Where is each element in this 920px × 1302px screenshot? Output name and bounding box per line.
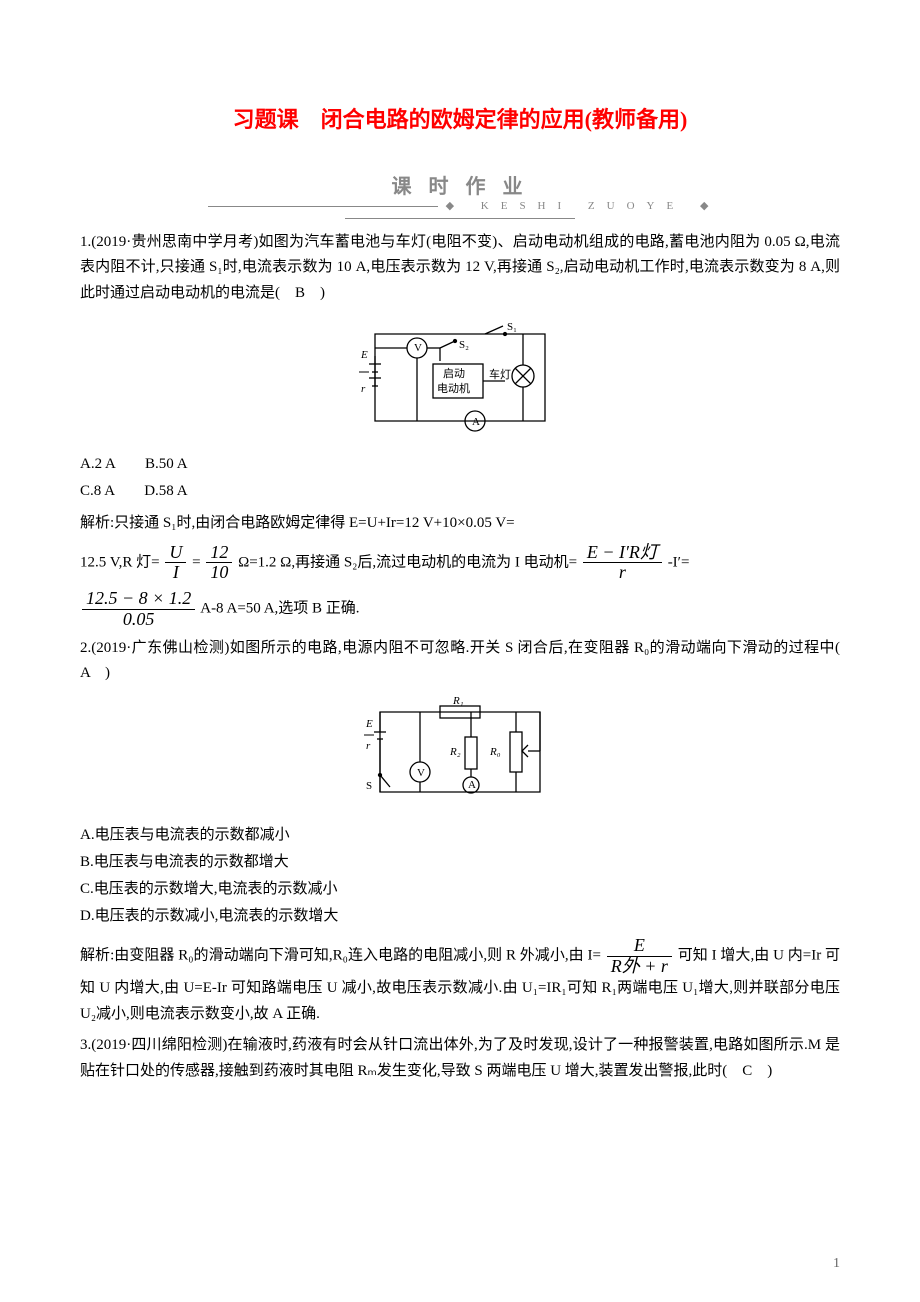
q2-analysis: 解析:由变阻器 R₀的滑动端向下滑可知,R₀连入电路的电阻减小,则 R 外减小,… [80, 936, 840, 1028]
q2-source: (2019·广东佛山检测) [91, 640, 229, 656]
q2-opt-d: 电压表的示数减小,电流表的示数增大 [95, 908, 339, 924]
q1-frac1: UI [165, 543, 186, 584]
q1-opt-c: 8 A [94, 483, 114, 499]
q1-frac4: 12.5 − 8 × 1.20.05 [82, 589, 195, 630]
q1-analysis-line2: 12.5 − 8 × 1.20.05 A-8 A=50 A,选项 B 正确. [80, 589, 840, 630]
q1-fig-s2: S₂ [459, 339, 469, 351]
section-main: 课 时 作 业 [80, 170, 840, 199]
q1-analysis-line: 12.5 V,R 灯= UI = 1210 Ω=1.2 Ω,再接通 S₂后,流过… [80, 543, 840, 584]
q1-fig-r: r [361, 383, 366, 395]
q2-options: A.电压表与电流表的示数都减小 B.电压表与电流表的示数都增大 C.电压表的示数… [80, 822, 840, 930]
q3-stem: 3.(2019·四川绵阳检测)在输液时,药液有时会从针口流出体外,为了及时发现,… [80, 1033, 840, 1084]
q1-fig-s1: S₁ [507, 321, 517, 333]
q2-fig-a: A [468, 779, 476, 791]
q1-analysis-val: 12.5 V,R 灯= [80, 554, 160, 570]
q2-opt-a: 电压表与电流表的示数都减小 [95, 827, 290, 843]
q1-source: (2019·贵州思南中学月考) [91, 234, 258, 250]
q2-fig-s: S [366, 780, 372, 792]
section-label: 课 时 作 业 ◆ KESHI ZUOYE ◆ [80, 170, 840, 224]
q3-source: (2019·四川绵阳检测) [91, 1037, 227, 1053]
q1-analysis-tail: A-8 A=50 A,选项 B 正确. [200, 601, 359, 617]
section-sub-text: KESHI ZUOYE [481, 200, 685, 212]
q1-analysis-mid: Ω=1.2 Ω,再接通 S₂后,流过电动机的电流为 I 电动机= [238, 554, 577, 570]
q1-frac3: E − I′R灯r [583, 543, 662, 584]
page-title: 习题课 闭合电路的欧姆定律的应用(教师备用) [80, 100, 840, 140]
q2-analysis-pre: 解析:由变阻器 R₀的滑动端向下滑可知,R₀连入电路的电阻减小,则 R 外减小,… [80, 948, 601, 964]
q2-fig-emf: E [365, 718, 373, 730]
q2-opt-c: 电压表的示数增大,电流表的示数减小 [94, 881, 338, 897]
page-number: 1 [833, 1256, 840, 1272]
q1-opt-b: 50 A [159, 456, 188, 472]
q1-stem: 1.(2019·贵州思南中学月考)如图为汽车蓄电池与车灯(电阻不变)、启动电动机… [80, 230, 840, 307]
q1-options: A.2 A B.50 A C.8 A D.58 A [80, 451, 840, 505]
q2-fig-r: r [366, 740, 371, 752]
q2-opt-b: 电压表与电流表的示数都增大 [94, 854, 289, 870]
q1-fig-emf: E [360, 349, 368, 361]
q1-fig-a: A [472, 416, 480, 428]
q1-opt-a: 2 A [95, 456, 115, 472]
q1-fig-motor2: 电动机 [437, 381, 470, 395]
q1-figure: E r V S₂ S₁ 启动 电动机 车灯 A [80, 316, 840, 441]
q1-opt-d: 58 A [159, 483, 188, 499]
q2-figure: E r S V A R₁ R₂ R₀ [80, 697, 840, 812]
q2-frac: ER外 + r [607, 936, 672, 977]
q1-frac2: 1210 [206, 543, 232, 584]
q2-fig-r0: R₀ [489, 746, 501, 758]
q1-eq: = [192, 554, 200, 570]
q1-analysis-prefix: 解析:只接通 S₁时,由闭合电路欧姆定律得 E=U+Ir=12 V+10×0.0… [80, 511, 840, 537]
q2-fig-v: V [417, 767, 425, 779]
q2-fig-r1: R₁ [452, 697, 464, 707]
q1-fig-v: V [414, 342, 422, 354]
q1-fig-lamp: 车灯 [489, 367, 511, 381]
q1-fig-motor1: 启动 [443, 367, 465, 380]
q2-stem: 2.(2019·广东佛山检测)如图所示的电路,电源内阻不可忽略.开关 S 闭合后… [80, 636, 840, 687]
q2-fig-r2: R₂ [449, 746, 461, 758]
section-sub: ◆ KESHI ZUOYE ◆ [80, 199, 840, 224]
q1-analysis-mid2: -I′= [668, 554, 690, 570]
